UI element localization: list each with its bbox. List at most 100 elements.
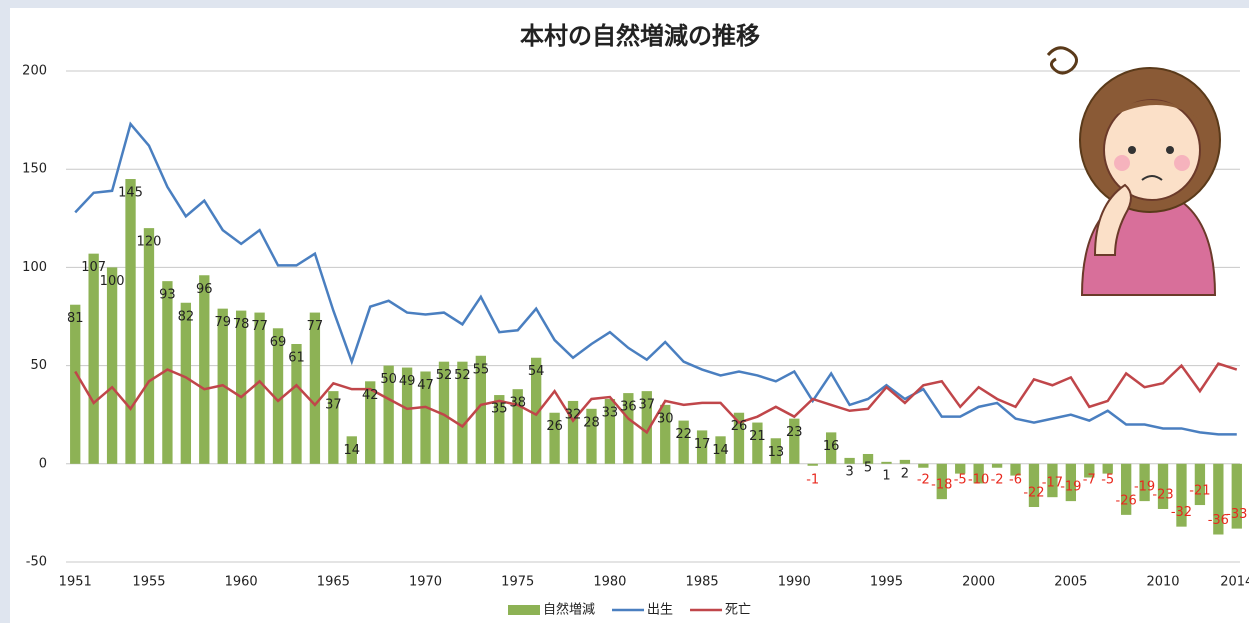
bar <box>881 462 891 464</box>
data-label: -2 <box>991 472 1004 487</box>
y-tick-label: 0 <box>39 456 47 471</box>
y-tick-label: 50 <box>30 358 47 373</box>
data-label: 5 <box>864 460 872 475</box>
bar <box>70 305 80 464</box>
data-label: -10 <box>968 472 989 487</box>
data-label: 21 <box>749 429 766 444</box>
data-label: 1 <box>882 468 890 483</box>
data-label: 54 <box>528 364 545 379</box>
bar <box>310 313 320 464</box>
x-tick-label: 2014 <box>1220 575 1249 590</box>
data-label: 55 <box>473 362 490 377</box>
x-tick-label: 1980 <box>593 575 626 590</box>
data-label: 23 <box>786 425 803 440</box>
data-label: -26 <box>1116 493 1137 508</box>
data-label: 52 <box>436 368 453 383</box>
bar <box>254 313 264 464</box>
data-label: 52 <box>454 368 471 383</box>
data-label: 47 <box>417 378 434 393</box>
data-label: -7 <box>1083 472 1096 487</box>
bar <box>900 460 910 464</box>
x-tick-label: 1990 <box>778 575 811 590</box>
chart-title: 本村の自然増減の推移 <box>520 22 760 50</box>
legend-swatch <box>508 605 540 615</box>
data-label: 28 <box>583 415 600 430</box>
bar <box>236 311 246 464</box>
data-label: 93 <box>159 288 176 303</box>
y-tick-label: 150 <box>22 162 47 177</box>
eye <box>1128 146 1136 154</box>
x-tick-label: 1995 <box>870 575 903 590</box>
data-label: 81 <box>67 311 84 326</box>
cheek <box>1114 155 1130 171</box>
x-tick-label: 2000 <box>962 575 995 590</box>
data-label: 145 <box>118 186 143 201</box>
data-label: 13 <box>768 445 785 460</box>
data-label: 30 <box>657 411 674 426</box>
data-label: 42 <box>362 388 379 403</box>
data-label: 38 <box>509 396 526 411</box>
data-label: 2 <box>901 466 909 481</box>
data-label: 50 <box>380 372 397 387</box>
x-tick-label: 1955 <box>132 575 165 590</box>
data-label: 37 <box>639 398 656 413</box>
x-tick-label: 2005 <box>1054 575 1087 590</box>
legend-label: 自然増減 <box>543 602 595 618</box>
y-tick-label: 200 <box>22 64 47 79</box>
legend-label: 死亡 <box>725 603 751 618</box>
y-tick-label: -50 <box>26 555 47 570</box>
data-label: 49 <box>399 374 416 389</box>
data-label: 16 <box>823 439 840 454</box>
x-tick-label: 1975 <box>501 575 534 590</box>
data-label: 96 <box>196 282 213 297</box>
data-label: -19 <box>1060 480 1081 495</box>
bar <box>88 254 98 464</box>
x-tick-label: 1951 <box>59 575 92 590</box>
eye <box>1166 146 1174 154</box>
chart: 本村の自然増減の推移 -5005010015020019511955196019… <box>0 0 1249 623</box>
data-label: -5 <box>1101 472 1114 487</box>
bar <box>125 179 135 464</box>
cheek <box>1174 155 1190 171</box>
data-label: -33 <box>1226 507 1247 522</box>
data-label: 37 <box>325 398 342 413</box>
data-label: 78 <box>233 317 250 332</box>
x-tick-label: 1970 <box>409 575 442 590</box>
data-label: 100 <box>100 274 125 289</box>
data-label: 26 <box>546 419 563 434</box>
data-label: 82 <box>178 309 195 324</box>
data-label: 32 <box>565 407 582 422</box>
bar <box>144 228 154 464</box>
data-label: -6 <box>1009 472 1022 487</box>
data-label: 107 <box>81 260 106 275</box>
data-label: 14 <box>712 443 729 458</box>
legend-label: 出生 <box>647 603 673 618</box>
data-label: 26 <box>731 419 748 434</box>
data-label: -1 <box>806 472 819 487</box>
data-label: 61 <box>288 350 305 365</box>
data-label: 17 <box>694 437 711 452</box>
data-label: -23 <box>1152 487 1173 502</box>
data-label: 22 <box>675 427 692 442</box>
data-label: 79 <box>214 315 231 330</box>
data-label: 33 <box>602 405 619 420</box>
data-label: 3 <box>845 464 853 479</box>
data-label: 69 <box>270 335 287 350</box>
bar <box>181 303 191 464</box>
bar <box>844 458 854 464</box>
data-label: -5 <box>954 472 967 487</box>
data-label: -18 <box>931 478 952 493</box>
data-label: -21 <box>1189 484 1210 499</box>
bar <box>199 275 209 464</box>
data-label: 77 <box>307 319 324 334</box>
data-label: 120 <box>137 235 162 250</box>
data-label: 36 <box>620 400 637 415</box>
bar <box>918 464 928 468</box>
data-label: -2 <box>917 472 930 487</box>
x-tick-label: 1965 <box>317 575 350 590</box>
bar <box>992 464 1002 468</box>
x-tick-label: 1985 <box>686 575 719 590</box>
page: 本村の自然増減の推移 -5005010015020019511955196019… <box>0 0 1249 623</box>
data-label: 77 <box>251 319 268 334</box>
bar <box>107 267 117 463</box>
